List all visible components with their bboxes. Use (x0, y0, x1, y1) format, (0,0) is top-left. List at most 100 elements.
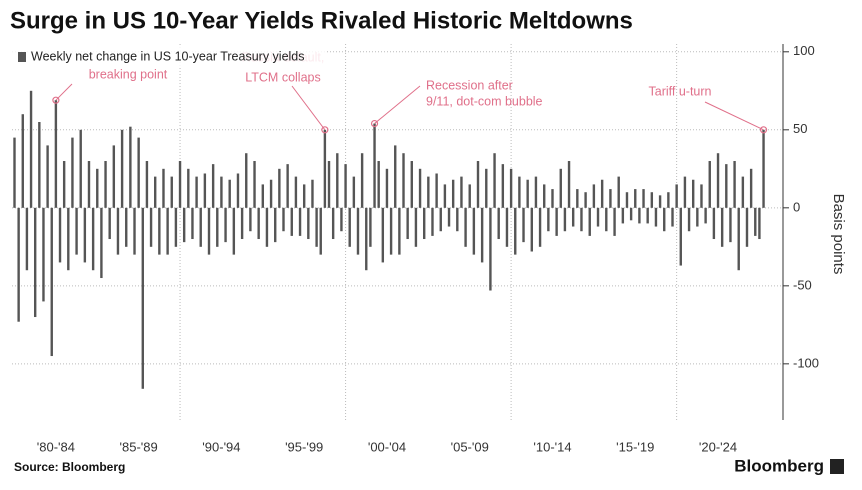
bar (609, 189, 612, 208)
bar (418, 168, 422, 208)
bar (302, 184, 306, 208)
bar (555, 207, 558, 236)
bar (468, 184, 471, 208)
bar (58, 207, 62, 263)
bar (21, 114, 24, 208)
bar (650, 192, 654, 208)
annotation-text: Recession after (426, 78, 513, 92)
bar (642, 189, 645, 208)
bar (547, 207, 550, 232)
bar (50, 207, 53, 357)
bar (83, 207, 87, 263)
bar (700, 184, 703, 208)
bar (29, 90, 33, 208)
bar (174, 207, 178, 247)
bar (476, 161, 480, 208)
bar (447, 207, 451, 227)
legend-label: Weekly net change in US 10-year Treasury… (31, 49, 305, 63)
bar (559, 168, 562, 208)
bar (253, 161, 256, 208)
bar (104, 161, 107, 208)
x-tick-label: '10-'14 (533, 439, 571, 454)
bar (389, 207, 393, 255)
y-tick-label: 0 (793, 199, 800, 214)
bar (13, 137, 16, 208)
bar (162, 168, 165, 208)
bar (67, 207, 70, 271)
bar (584, 192, 587, 208)
bar (360, 153, 364, 208)
bar (733, 161, 736, 208)
bar (141, 207, 144, 389)
bar (485, 168, 488, 208)
bar (42, 207, 45, 302)
x-tick-label: '90-'94 (202, 439, 240, 454)
bar (365, 207, 368, 271)
bar (580, 207, 583, 232)
x-tick-label: '00-'04 (368, 439, 406, 454)
bar (439, 207, 442, 232)
bar (423, 207, 426, 240)
bar (178, 161, 182, 208)
bar (435, 173, 438, 208)
bar (91, 207, 95, 271)
bar (298, 207, 302, 236)
bar (340, 207, 343, 232)
bar (344, 164, 347, 208)
bar (385, 168, 389, 208)
bar (456, 207, 459, 232)
bar (663, 207, 666, 232)
y-tick-label: -50 (793, 277, 812, 292)
y-tick-label: -100 (793, 355, 819, 370)
bar (199, 207, 202, 247)
annotation-marker (52, 96, 60, 104)
y-tick-label: 50 (793, 121, 807, 136)
bar (54, 100, 58, 208)
bar (187, 168, 190, 208)
bar (195, 176, 198, 208)
bar (112, 145, 116, 208)
bar (96, 168, 99, 208)
bar (87, 161, 91, 208)
bar (617, 176, 620, 208)
bar (46, 145, 49, 208)
bar (294, 176, 298, 208)
bar (737, 207, 740, 271)
bar (158, 207, 161, 255)
bar (621, 207, 625, 224)
y-axis-label: Basis points (830, 194, 847, 275)
bar (377, 161, 380, 208)
bar (534, 176, 538, 208)
bar (402, 153, 405, 208)
bar (605, 207, 608, 232)
bar (125, 207, 128, 247)
bar (505, 207, 509, 247)
bar (729, 207, 732, 243)
bar (675, 184, 678, 208)
bar (170, 176, 173, 208)
annotation-marker (759, 126, 768, 134)
bar (108, 207, 111, 240)
bar (224, 207, 227, 243)
bar (509, 168, 513, 208)
x-tick-label: '15-'19 (616, 439, 654, 454)
bar (754, 207, 757, 236)
x-tick-label: '95-'99 (285, 439, 323, 454)
bar (625, 192, 629, 208)
annotation-marker (370, 119, 379, 128)
annotation-text: LTCM collaps (245, 70, 320, 84)
bar (464, 207, 467, 247)
bar (307, 207, 310, 240)
bar (278, 168, 281, 208)
bar (522, 207, 525, 243)
bar (381, 207, 385, 263)
bar (315, 207, 318, 247)
bar (25, 207, 29, 271)
source: Source: Bloomberg (14, 460, 125, 474)
bar (327, 161, 331, 208)
bar (38, 122, 41, 208)
legend-swatch (18, 52, 26, 62)
bar (480, 207, 484, 263)
bar (460, 176, 463, 208)
bar (613, 207, 616, 236)
